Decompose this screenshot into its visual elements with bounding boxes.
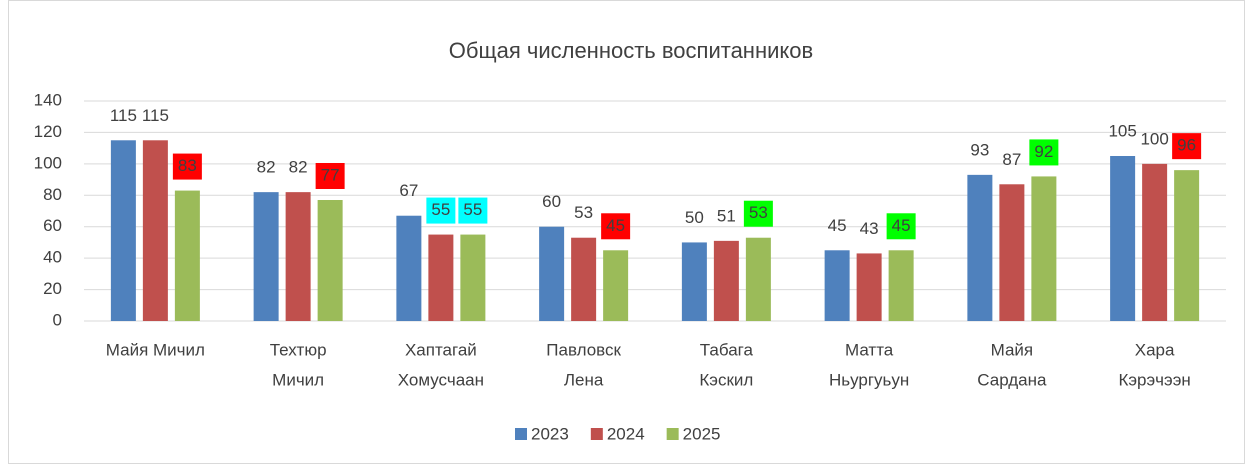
value-label: 100 (1140, 129, 1168, 148)
y-tick-label: 40 (43, 248, 62, 267)
value-label: 96 (1177, 136, 1196, 155)
value-label: 50 (685, 208, 704, 227)
legend-label: 2025 (683, 424, 721, 443)
chart-title: Общая численность воспитанников (449, 38, 813, 63)
y-tick-label: 120 (34, 122, 62, 141)
value-label: 53 (574, 203, 593, 222)
value-label: 45 (892, 216, 911, 235)
x-tick-label: Хара (1135, 340, 1175, 359)
bar (1174, 170, 1200, 321)
value-label-background (458, 197, 488, 224)
value-label: 115 (110, 106, 137, 125)
y-tick-label: 0 (53, 310, 62, 329)
value-label: 105 (1108, 121, 1136, 140)
bar (967, 174, 993, 321)
bar (317, 200, 343, 321)
bar (174, 190, 200, 321)
y-tick-label: 20 (43, 279, 62, 298)
y-tick-label: 80 (43, 185, 62, 204)
value-label: 51 (717, 206, 736, 225)
bar (396, 215, 422, 321)
x-tick-label: Кэрэчээн (1118, 370, 1190, 389)
bar (285, 192, 311, 321)
x-tick-label: Павловск (546, 340, 621, 359)
value-label-background (315, 163, 345, 189)
bar (603, 250, 629, 321)
x-tick-label: Майя (991, 340, 1034, 359)
value-label: 115 (142, 106, 169, 125)
value-label: 93 (970, 140, 989, 159)
value-label: 67 (399, 181, 418, 200)
bar (539, 226, 565, 321)
bar (571, 237, 597, 321)
bar (110, 140, 136, 321)
bar (745, 237, 771, 321)
value-label-background (743, 200, 773, 227)
value-label-background (426, 197, 456, 224)
bar (888, 250, 914, 321)
value-label-background (1172, 133, 1202, 160)
value-label: 92 (1034, 142, 1053, 161)
value-label-background (1029, 139, 1059, 166)
bar (824, 250, 850, 321)
value-label: 45 (828, 216, 847, 235)
x-tick-label: Майя Мичил (106, 340, 205, 359)
x-tick-label: Лена (564, 370, 604, 389)
bar (1110, 156, 1136, 321)
x-tick-label: Кэскил (699, 370, 753, 389)
x-tick-label: Табага (700, 340, 754, 359)
value-label: 82 (257, 158, 276, 177)
value-label: 87 (1002, 150, 1021, 169)
bar (460, 234, 486, 321)
x-tick-label: Ньургуьун (829, 370, 909, 389)
x-tick-label: Техтюр (270, 340, 327, 359)
bar (1142, 163, 1168, 321)
bar (681, 242, 707, 321)
value-label: 53 (749, 203, 768, 222)
y-tick-label: 140 (34, 90, 62, 109)
value-label: 60 (542, 192, 561, 211)
value-label: 55 (463, 200, 482, 219)
value-label-background (601, 213, 631, 240)
value-label: 45 (606, 216, 625, 235)
bar (428, 234, 454, 321)
x-tick-label: Хомусчаан (398, 370, 484, 389)
x-tick-label: Хаптагай (405, 340, 477, 359)
legend-swatch (515, 428, 527, 440)
x-tick-label: Мичил (272, 370, 324, 389)
value-label-background (172, 153, 202, 180)
bar (142, 140, 168, 321)
y-tick-label: 60 (43, 216, 62, 235)
bar (253, 192, 279, 321)
y-tick-label: 100 (34, 153, 62, 172)
value-label-background (886, 213, 916, 240)
value-label: 55 (431, 200, 450, 219)
value-label: 82 (289, 158, 308, 177)
bar (1031, 176, 1057, 321)
bar (999, 184, 1025, 321)
legend-label: 2023 (531, 424, 569, 443)
value-label: 43 (860, 219, 879, 238)
bar (713, 240, 739, 321)
legend-swatch (590, 428, 603, 440)
value-label: 83 (178, 156, 197, 175)
bar (856, 253, 882, 321)
x-tick-label: Сардана (977, 370, 1047, 389)
x-tick-label: Матта (845, 340, 894, 359)
legend-swatch (666, 428, 679, 440)
value-label: 77 (321, 165, 340, 184)
legend-label: 2024 (607, 424, 645, 443)
